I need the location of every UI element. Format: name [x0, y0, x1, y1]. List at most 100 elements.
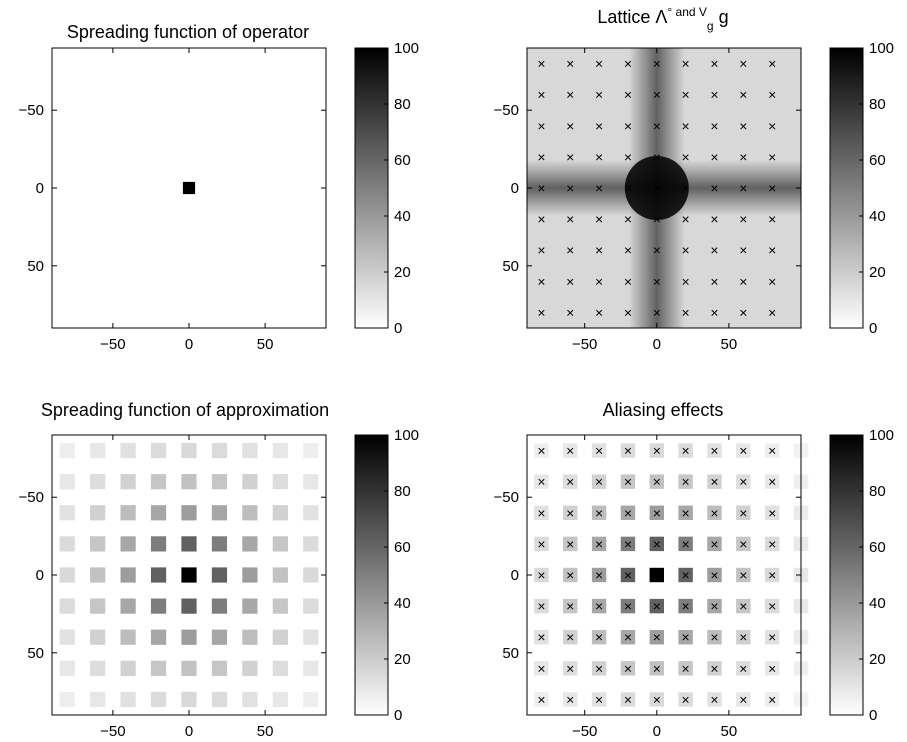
panel-aliasing: Aliasing effects × × × × × × × × ×× × × × × × × × ×× × × × ×…: [494, 400, 894, 740]
plot-area: [182, 181, 196, 195]
data-block: [707, 505, 722, 520]
data-block: [678, 598, 693, 614]
colorbar-tick-label: 40: [869, 595, 886, 612]
lattice-marker: ×: [624, 505, 632, 521]
data-block: [303, 474, 319, 490]
lattice-marker: ×: [682, 536, 690, 552]
colorbar-tick-label: 20: [394, 264, 411, 281]
lattice-marker: ×: [595, 660, 603, 676]
colorbar: 0 20 40 60 80 100: [354, 427, 419, 724]
lattice-marker: ×: [537, 211, 545, 227]
data-block: [678, 630, 693, 645]
data-block: [303, 629, 319, 645]
lattice-marker: ×: [653, 598, 661, 614]
data-block: [211, 567, 228, 583]
lattice-marker: ×: [710, 304, 718, 320]
data-block: [59, 629, 75, 645]
lattice-marker: ×: [768, 443, 776, 459]
data-block: [534, 630, 549, 645]
data-block: [736, 692, 751, 707]
lattice-marker: ×: [595, 304, 603, 320]
lattice-marker: ×: [710, 660, 718, 676]
data-block: [90, 536, 106, 552]
colorbar-frame: [829, 434, 864, 716]
chart-title: Aliasing effects: [603, 400, 724, 420]
data-block: [90, 598, 106, 614]
data-block: [736, 443, 751, 458]
lattice-marker: ×: [595, 691, 603, 707]
data-block: [120, 598, 136, 614]
colorbar-tick-label: 20: [869, 264, 886, 281]
lattice-marker: ×: [595, 273, 603, 289]
y-tick-label: −50: [494, 489, 519, 506]
lattice-marker: ×: [739, 273, 747, 289]
lattice-marker: ×: [537, 660, 545, 676]
lattice-marker: ×: [537, 691, 545, 707]
lattice-marker: ×: [566, 536, 574, 552]
colorbar-frame: [829, 47, 864, 329]
data-block: [242, 691, 258, 708]
lattice-marker: ×: [653, 474, 661, 490]
plot-area: × × × × × × × × × × × × × × × × × × × × × × × × × × × × × × × × × × × × × × × ×…: [534, 443, 809, 707]
lattice-marker: ×: [566, 211, 574, 227]
lattice-marker: ×: [682, 87, 690, 103]
lattice-marker: ×: [653, 691, 661, 707]
lattice-marker: ×: [566, 180, 574, 196]
axes-ticks: −50 0 50 −50 0 50: [19, 435, 326, 740]
data-block: [242, 505, 258, 521]
data-block: [59, 567, 75, 583]
data-block: [707, 630, 722, 645]
data-block: [59, 474, 75, 490]
data-block: [534, 443, 549, 458]
data-block: [736, 474, 751, 489]
colorbar-frame: [354, 434, 389, 716]
x-tick-label: 0: [185, 723, 193, 740]
colorbar-tick-label: 20: [394, 651, 411, 668]
lattice-marker: ×: [624, 629, 632, 645]
lattice-marker: ×: [768, 211, 776, 227]
colorbar-tick-label: 60: [394, 539, 411, 556]
data-block: [303, 691, 319, 708]
data-block: [181, 660, 197, 676]
data-block: [649, 443, 664, 458]
lattice-marker: ×: [537, 443, 545, 459]
data-block: [242, 660, 258, 676]
lattice-marker: ×: [624, 56, 632, 72]
lattice-marker: ×: [566, 118, 574, 134]
data-block: [303, 536, 319, 552]
lattice-marker: ×: [595, 118, 603, 134]
data-block: [764, 567, 780, 583]
data-block: [242, 598, 258, 614]
data-block: [707, 536, 722, 552]
lattice-marker: ×: [710, 273, 718, 289]
data-block: [242, 474, 258, 490]
lattice-marker: ×: [624, 474, 632, 490]
center-peak: [624, 156, 689, 220]
data-block: [707, 692, 722, 707]
lattice-marker: ×: [710, 242, 718, 258]
data-block: [620, 630, 636, 645]
data-block: [181, 629, 197, 645]
lattice-marker: ×: [682, 598, 690, 614]
x-tick-label: −50: [572, 723, 597, 740]
y-tick-label: 0: [36, 567, 44, 584]
lattice-marker: ×: [768, 536, 776, 552]
colorbar-tick-label: 0: [394, 707, 402, 724]
colorbar-tick-label: 20: [869, 651, 886, 668]
lattice-marker: ×: [682, 118, 690, 134]
lattice-marker: ×: [624, 87, 632, 103]
data-block: [591, 630, 607, 645]
data-block: [534, 505, 549, 520]
colorbar-gradient: [830, 435, 863, 715]
data-block: [534, 536, 549, 552]
lattice-marker: ×: [739, 660, 747, 676]
x-tick-label: −50: [100, 723, 125, 740]
data-block: [272, 505, 288, 521]
lattice-marker: ×: [768, 180, 776, 196]
data-block: [736, 598, 751, 614]
data-block: [120, 474, 136, 490]
data-block: [764, 474, 780, 489]
x-tick-label: 0: [185, 336, 193, 353]
lattice-marker: ×: [710, 149, 718, 165]
data-block: [120, 660, 136, 676]
